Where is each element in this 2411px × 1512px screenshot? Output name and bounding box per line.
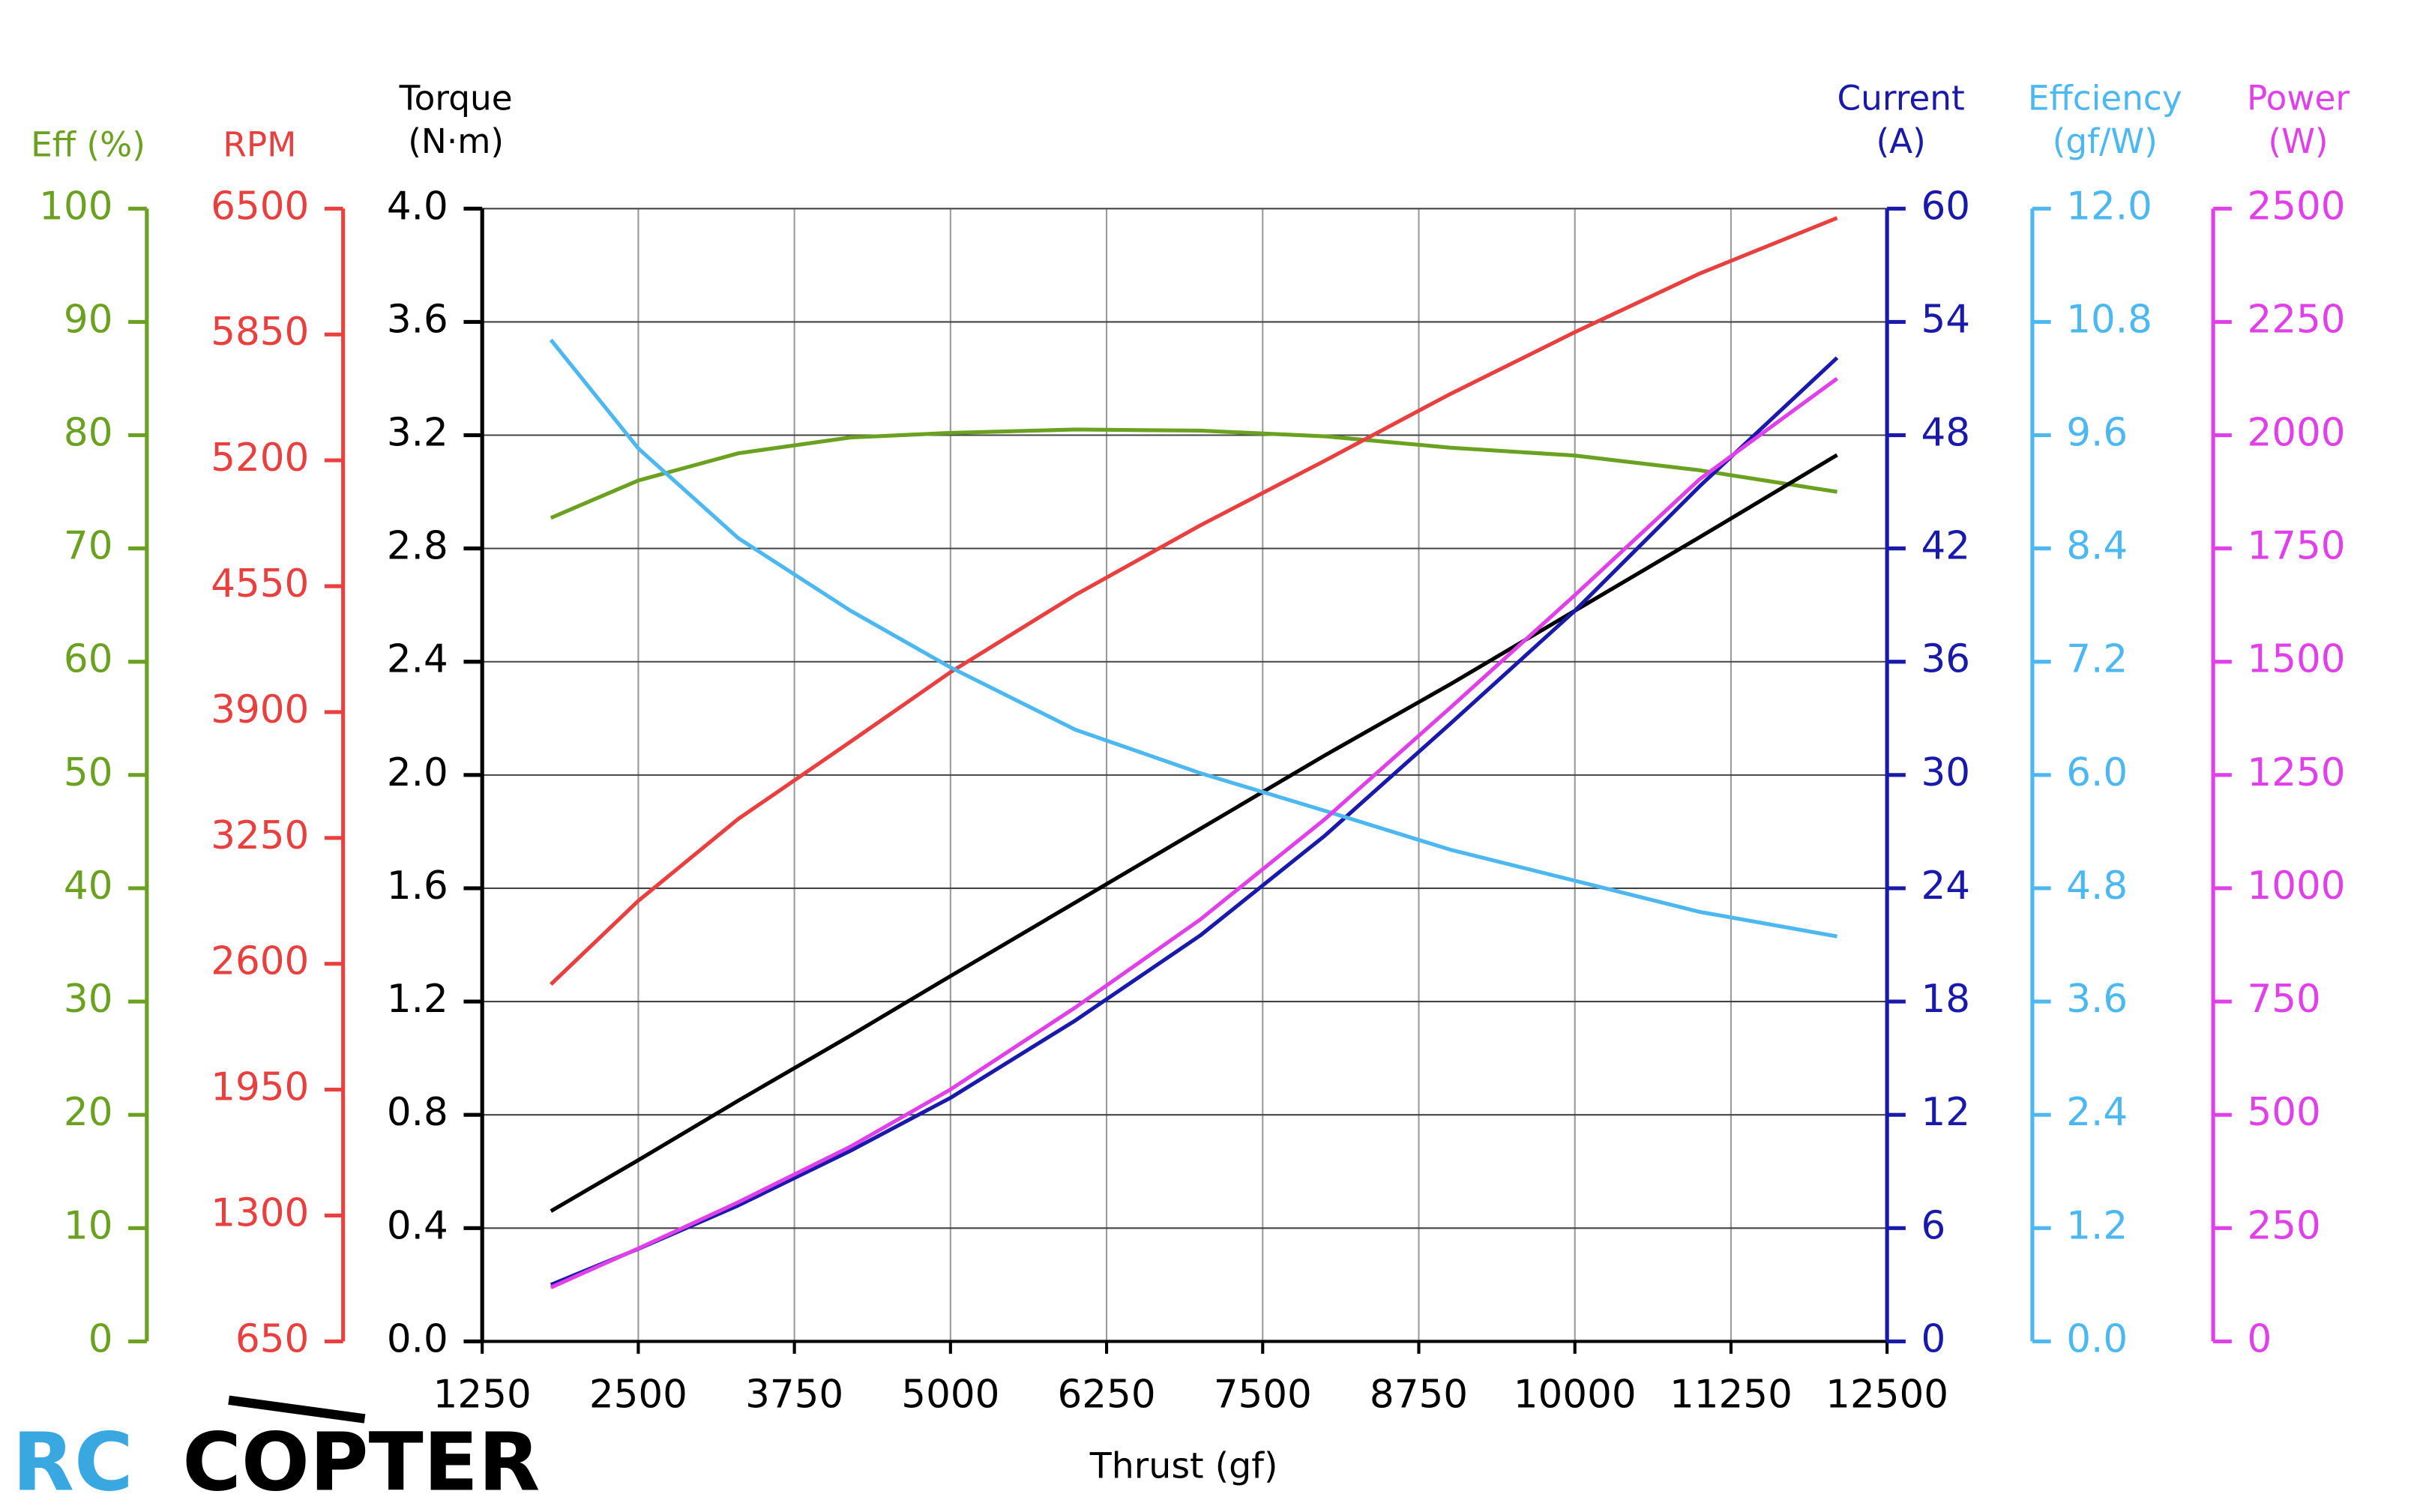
y-tick-label: 90	[64, 297, 113, 342]
y-tick-label: 0.0	[387, 1316, 448, 1361]
y-tick-label: 750	[2247, 977, 2320, 1022]
y-tick-label: 12	[1921, 1090, 1970, 1135]
logo-rotor	[228, 1395, 366, 1424]
y-tick-label: 1500	[2247, 637, 2345, 682]
x-tick-label: 2500	[589, 1373, 687, 1418]
y-tick-label: 6	[1921, 1203, 1945, 1248]
y-tick-label: 70	[64, 524, 113, 569]
y-tick-label: 650	[235, 1316, 309, 1361]
y-tick-label: 100	[39, 184, 112, 229]
y-tick-label: 3.2	[387, 411, 448, 456]
y-tick-label: 20	[64, 1090, 113, 1135]
y-tick-label: 2.4	[387, 637, 448, 682]
y-axis-title: Current	[1837, 78, 1965, 118]
y-tick-label: 0	[2247, 1316, 2272, 1361]
y-tick-label: 2500	[2247, 184, 2345, 229]
x-tick-label: 1250	[433, 1373, 532, 1418]
x-tick-label: 10000	[1514, 1373, 1637, 1418]
series-line	[550, 427, 1837, 520]
x-tick-label: 12500	[1825, 1373, 1948, 1418]
y-tick-label: 1.6	[387, 864, 448, 909]
x-tick-label: 5000	[901, 1373, 999, 1418]
y-tick-label: 0	[88, 1316, 113, 1361]
y-tick-label: 10	[64, 1203, 113, 1248]
y-tick-label: 42	[1921, 524, 1970, 569]
y-tick-label: 24	[1921, 864, 1970, 909]
y-tick-label: 80	[64, 411, 113, 456]
y-axis-title: Power	[2247, 78, 2350, 118]
y-tick-label: 30	[64, 977, 113, 1022]
y-tick-label: 12.0	[2066, 184, 2152, 229]
series-line	[549, 338, 1837, 939]
y-tick-label: 5200	[211, 436, 309, 481]
y-tick-label: 3.6	[387, 297, 448, 342]
y-tick-label: 500	[2247, 1090, 2320, 1135]
y-tick-label: 2.0	[387, 750, 448, 795]
y-tick-label: 3900	[211, 687, 309, 732]
y-tick-label: 1250	[2247, 750, 2345, 795]
y-tick-label: 36	[1921, 637, 1970, 682]
y-axis-title: Eff (%)	[31, 124, 145, 164]
y-tick-label: 60	[1921, 184, 1970, 229]
y-tick-label: 5850	[211, 310, 309, 355]
y-tick-label: 0.4	[387, 1203, 448, 1248]
y-tick-label: 0	[1921, 1316, 1945, 1361]
y-tick-label: 2.4	[2066, 1090, 2128, 1135]
y-tick-label: 6.0	[2066, 750, 2128, 795]
y-tick-label: 1000	[2247, 864, 2345, 909]
logo-copter: COPTER	[182, 1417, 540, 1510]
y-tick-label: 4.0	[387, 184, 448, 229]
series-line	[550, 356, 1839, 1287]
y-tick-label: 0.0	[2066, 1316, 2128, 1361]
y-axis-title: (W)	[2268, 121, 2328, 161]
y-axis-title: (A)	[1876, 121, 1925, 161]
y-tick-label: 18	[1921, 977, 1970, 1022]
x-axis-title: Thrust (gf)	[1089, 1445, 1278, 1487]
y-tick-label: 7.2	[2066, 637, 2128, 682]
y-axis-title: Effciency	[2028, 78, 2182, 118]
y-tick-label: 50	[64, 750, 113, 795]
y-tick-label: 4.8	[2066, 864, 2128, 909]
logo: RC COPTER	[12, 1395, 540, 1510]
y-tick-label: 0.8	[387, 1090, 448, 1135]
y-tick-label: 40	[64, 864, 113, 909]
logo-rc: RC	[12, 1417, 133, 1510]
series-line	[550, 216, 1838, 986]
series-line	[550, 453, 1838, 1213]
y-tick-label: 1750	[2247, 524, 2345, 569]
y-tick-label: 2600	[211, 939, 309, 984]
y-tick-label: 8.4	[2066, 524, 2128, 569]
y-tick-label: 1950	[211, 1065, 309, 1110]
y-tick-label: 2000	[2247, 411, 2345, 456]
y-tick-label: 48	[1921, 411, 1970, 456]
y-tick-label: 2250	[2247, 297, 2345, 342]
y-tick-label: 3.6	[2066, 977, 2128, 1022]
y-tick-label: 54	[1921, 297, 1970, 342]
y-tick-label: 1.2	[387, 977, 448, 1022]
y-axis-title: (gf/W)	[2053, 121, 2158, 161]
x-tick-label: 3750	[745, 1373, 843, 1418]
y-tick-label: 250	[2247, 1203, 2320, 1248]
y-tick-label: 6500	[211, 184, 309, 229]
y-axis-title: Torque	[399, 78, 513, 118]
x-tick-label: 11250	[1670, 1373, 1793, 1418]
x-tick-label: 6250	[1058, 1373, 1156, 1418]
series-line	[550, 376, 1839, 1289]
y-tick-label: 10.8	[2066, 297, 2152, 342]
y-tick-label: 2.8	[387, 524, 448, 569]
y-tick-label: 3250	[211, 813, 309, 858]
y-tick-label: 1300	[211, 1191, 309, 1236]
y-axis-title: RPM	[223, 124, 296, 164]
x-tick-label: 7500	[1214, 1373, 1312, 1418]
y-tick-label: 60	[64, 637, 113, 682]
y-tick-label: 4550	[211, 561, 309, 606]
y-tick-label: 1.2	[2066, 1203, 2128, 1248]
x-tick-label: 8750	[1370, 1373, 1468, 1418]
y-axis-title: (N·m)	[408, 121, 504, 161]
y-tick-label: 9.6	[2066, 411, 2128, 456]
y-tick-label: 30	[1921, 750, 1970, 795]
